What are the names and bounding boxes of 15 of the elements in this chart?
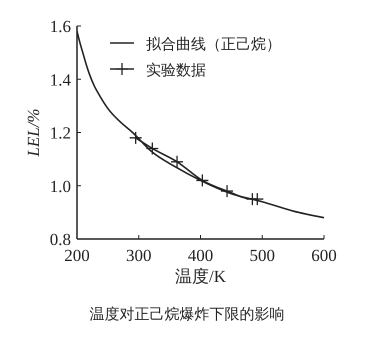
x-tick-label: 500	[250, 246, 275, 265]
x-tick-label: 300	[126, 246, 152, 265]
y-tick-label: 1.4	[50, 70, 72, 90]
x-tick-label: 600	[311, 246, 337, 265]
y-tick-label: 1.2	[50, 124, 71, 142]
x-axis-title: 温度/K	[175, 267, 227, 286]
legend-label: 实验数据	[146, 61, 206, 79]
x-tick-label: 200	[64, 246, 90, 265]
legend-label: 拟合曲线（正己烷）	[146, 35, 281, 53]
x-tick-label: 400	[188, 246, 214, 265]
y-tick-label: 1.6	[50, 17, 71, 36]
y-tick-label: 1.0	[50, 176, 71, 196]
text: 温度对正己烷爆炸下限的影响	[90, 305, 284, 323]
y-axis-title: LEL/%	[24, 108, 43, 158]
y-tick-label: 0.8	[50, 230, 71, 249]
